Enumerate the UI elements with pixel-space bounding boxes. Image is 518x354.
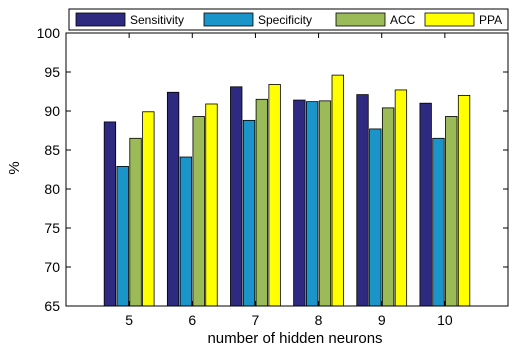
bar [116,165,129,307]
x-tick-label: 7 [252,312,260,328]
bar [293,99,306,307]
y-tick-label: 90 [44,103,60,119]
y-tick-label: 75 [44,220,60,236]
legend-swatch [335,12,386,27]
bar [318,100,332,307]
x-tick-label: 10 [437,312,453,328]
y-tick-label: 80 [44,181,60,197]
bar [369,128,382,307]
bar [457,95,471,307]
legend-swatch [203,12,254,27]
x-tick-label: 9 [378,312,386,328]
bar [445,116,458,307]
bar [394,89,408,307]
x-axis-label: number of hidden neurons [207,330,382,347]
legend-swatch [424,12,475,27]
y-tick-label: 65 [44,298,60,314]
bar [192,116,205,307]
bar [306,101,319,307]
legend-label: ACC [390,13,416,27]
axes: 65 70 75 80 85 90 95 100 5 6 7 8 9 10 [37,25,509,328]
bar [255,98,268,307]
y-tick-label: 70 [44,259,60,275]
plot-area [103,74,471,307]
bar [242,119,256,307]
x-tick-label: 5 [125,312,133,328]
bar [419,102,432,307]
plot-frame [65,32,509,307]
bar [179,156,193,307]
bar [205,103,218,307]
bar [129,137,142,307]
legend-box [68,8,509,31]
legend-label: Specificity [258,13,312,27]
bar [432,137,445,307]
bar [356,94,369,307]
legend-swatch [75,12,126,27]
y-tick-label: 100 [37,25,61,41]
legend: Sensitivity Specificity ACC PPA [68,8,509,31]
bar [381,107,395,307]
bar [331,74,344,307]
bar [142,111,155,307]
x-tick-label: 6 [188,312,196,328]
legend-label: PPA [479,13,502,27]
y-axis-label: % [6,161,23,174]
bar [230,86,243,307]
bar [166,91,180,307]
y-tick-label: 95 [44,64,60,80]
bar [268,84,281,307]
x-tick-label: 8 [315,312,323,328]
y-tick-label: 85 [44,142,60,158]
bar [103,121,117,307]
legend-label: Sensitivity [130,13,184,27]
